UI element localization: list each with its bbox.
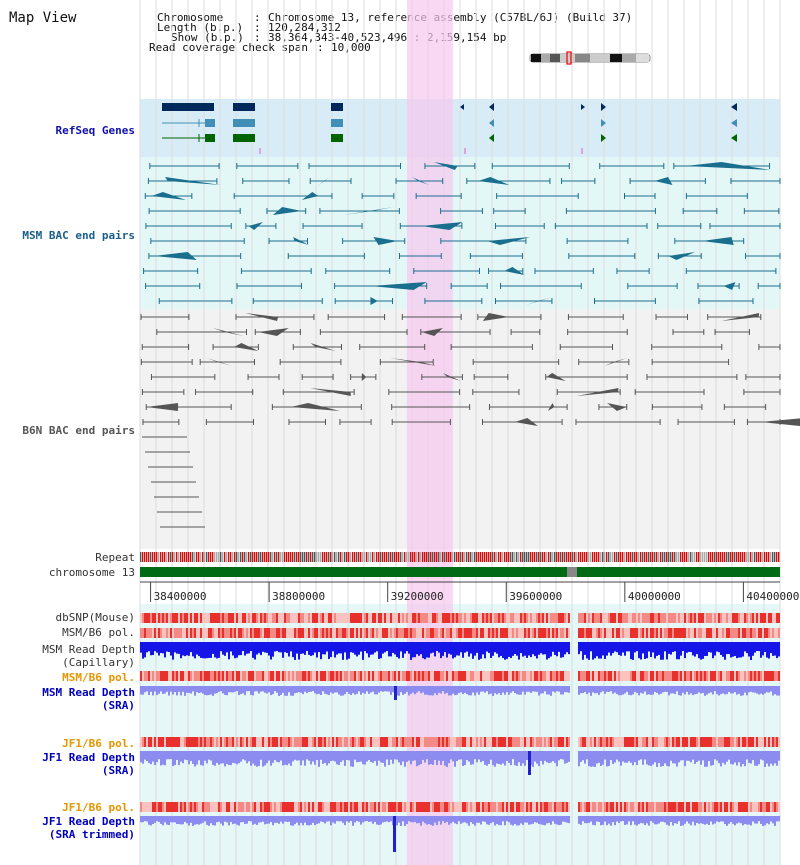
msm-bac-label[interactable]: MSM BAC end pairs: [22, 229, 135, 242]
refseq-gene: [233, 119, 255, 127]
highlight-region: [406, 0, 453, 865]
axis-tick-label: 40400000: [746, 590, 799, 603]
chromosome-ideogram[interactable]: [529, 51, 651, 65]
chromosome-track-label: chromosome 13: [48, 566, 135, 579]
refseq-gene: [331, 103, 343, 111]
b6n-bac-label[interactable]: B6N BAC end pairs: [22, 424, 135, 437]
chromosome-sep: :: [254, 11, 261, 24]
msm-depth-cap-label-2: (Capillary): [62, 656, 135, 669]
coverage-label: Read coverage check span: [149, 41, 308, 54]
refseq-gene: [233, 103, 255, 111]
msm-depth-cap-label-1: MSM Read Depth: [42, 643, 135, 656]
show-label: Show (b.p.): [171, 31, 244, 44]
msm-b6-pol-sra-label: MSM/B6 pol.: [62, 671, 135, 684]
dbsnp-label: dbSNP(Mouse): [55, 611, 135, 624]
refseq-gene: [162, 103, 214, 111]
coverage-sep: :: [317, 41, 324, 54]
length-label: Length (b.p.): [157, 21, 244, 34]
axis-tick-label: 38800000: [272, 590, 325, 603]
refseq-genes-label[interactable]: RefSeq Genes: [55, 124, 135, 137]
refseq-gene: [331, 119, 343, 127]
msm-depth-sra-label-1: MSM Read Depth: [42, 686, 135, 699]
refseq-gene: [205, 134, 215, 142]
show-sep: :: [254, 31, 261, 44]
jf1-depth-sra-label-1: JF1 Read Depth: [42, 751, 135, 764]
refseq-gene: [205, 119, 215, 127]
jf1-depth-trim-label-1: JF1 Read Depth: [42, 815, 135, 828]
refseq-gene: [331, 134, 343, 142]
chromosome-label: Chromosome: [157, 11, 224, 24]
map-view-title: Map View: [9, 10, 77, 26]
jf1-depth-trim-label-2: (SRA trimmed): [48, 828, 135, 841]
msm-depth-sra-label-2: (SRA): [101, 699, 135, 712]
axis-tick-label: 40000000: [628, 590, 681, 603]
jf1-b6-pol-label: JF1/B6 pol.: [62, 737, 135, 750]
refseq-gene: [233, 134, 255, 142]
msm-b6-pol-label: MSM/B6 pol.: [62, 626, 135, 639]
axis-tick-label: 38400000: [154, 590, 207, 603]
jf1-depth-sra-label-2: (SRA): [101, 764, 135, 777]
jf1-b6-pol-trim-label: JF1/B6 pol.: [62, 801, 135, 814]
repeat-label: Repeat: [95, 551, 135, 564]
length-value: 120,284,312: [268, 21, 341, 34]
axis-tick-label: 39600000: [509, 590, 562, 603]
length-sep: :: [254, 21, 261, 34]
chromosome-position-marker: [566, 51, 572, 65]
chromosome-band: [140, 567, 780, 577]
coverage-value: 10,000: [331, 41, 371, 54]
axis-tick-label: 39200000: [391, 590, 444, 603]
